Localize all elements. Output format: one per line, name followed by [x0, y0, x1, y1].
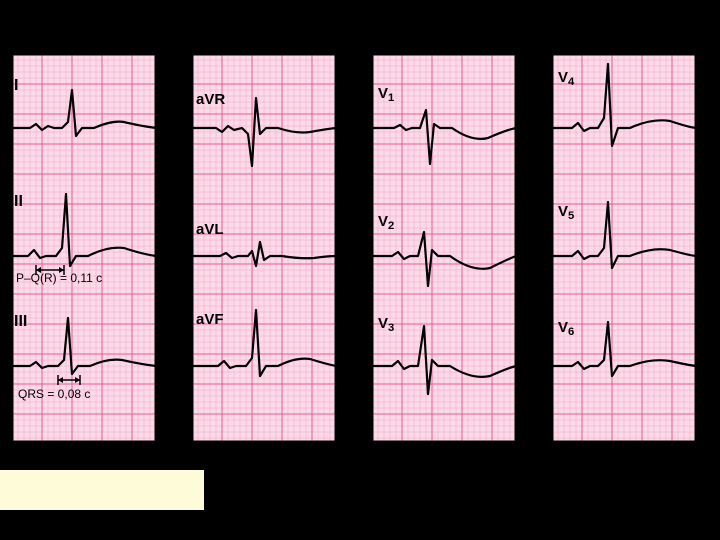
ecg-panel-col1: IIIIIIP–Q(R) = 0,11 cQRS = 0,08 c [12, 54, 156, 442]
lead-label: aVR [196, 91, 225, 108]
lead-label: aVF [196, 311, 224, 328]
lead-label: III [14, 313, 27, 330]
measure-qrs: QRS = 0,08 c [18, 387, 90, 401]
caption-placeholder [0, 470, 204, 510]
lead-label: I [14, 77, 18, 94]
lead-label: aVL [196, 221, 224, 238]
ecg-figure: IIIIIIP–Q(R) = 0,11 cQRS = 0,08 caVRaVLa… [0, 0, 720, 540]
stage: IIIIIIP–Q(R) = 0,11 cQRS = 0,08 caVRaVLa… [0, 0, 720, 540]
ecg-panel-col3: V1V2V3 [372, 54, 516, 442]
lead-label: II [14, 193, 23, 210]
ecg-panel-col2: aVR aVL aVF [192, 54, 336, 442]
ecg-panel-col4: V4V5V6 [552, 54, 696, 442]
measure-pq: P–Q(R) = 0,11 c [16, 271, 102, 285]
